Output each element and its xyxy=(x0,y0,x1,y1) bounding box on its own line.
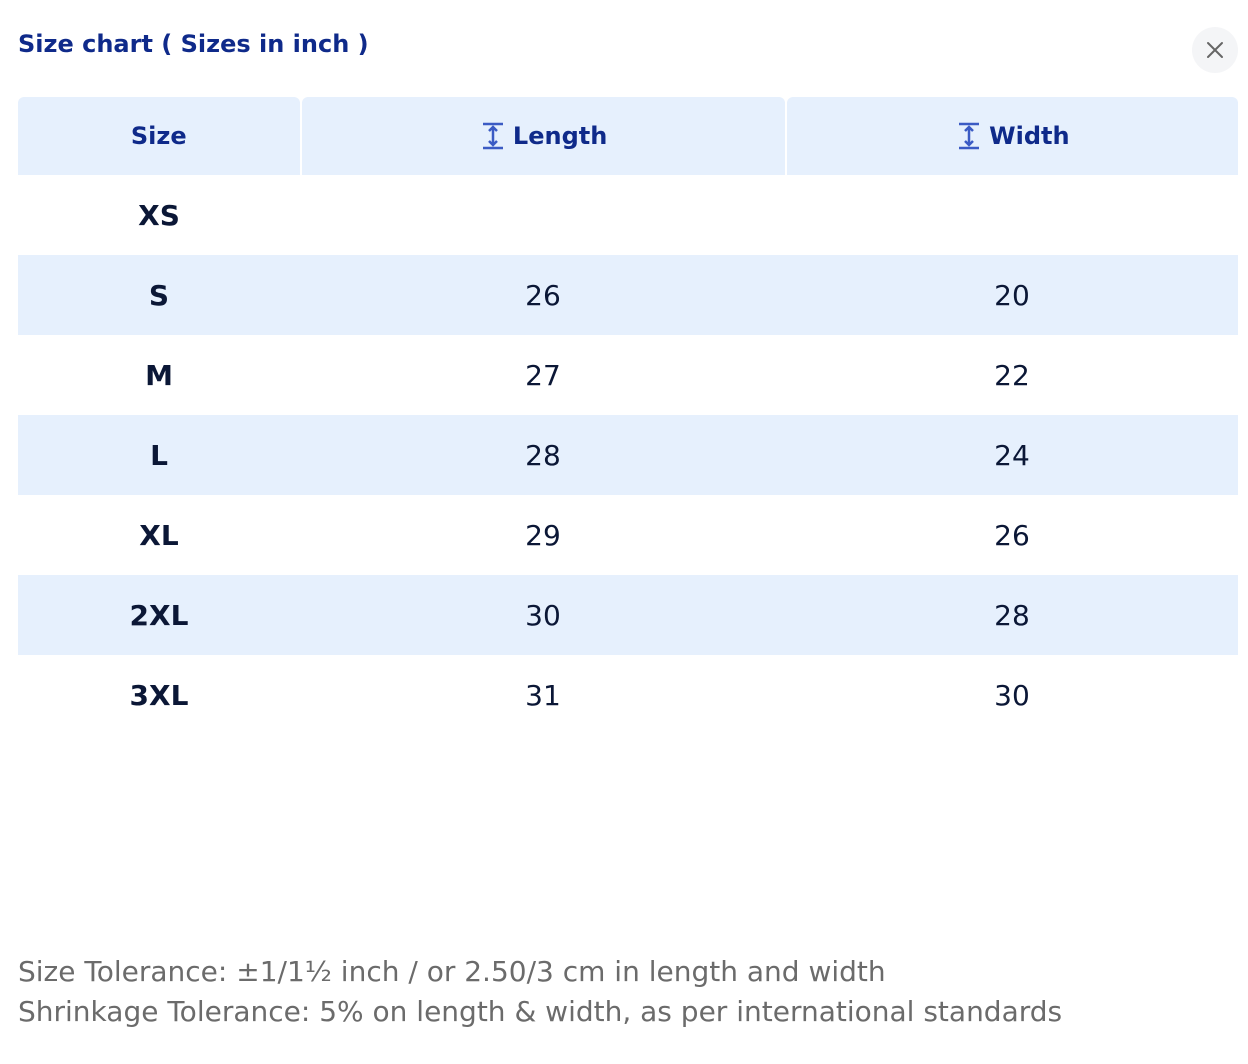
size-cell: S xyxy=(148,278,170,312)
modal-title: Size chart ( Sizes in inch ) xyxy=(18,30,369,58)
table-body: XS S 26 20 M 27 22 L 28 24 XL 29 26 2XL 30 28 3XL 31 30 xyxy=(18,175,1238,735)
size-table: Size Length Width XS S 26 20 M 27 22 L 28 24 XL 29 2… xyxy=(18,97,1238,735)
header-cell: Width xyxy=(786,97,1238,175)
table-row: M 27 22 xyxy=(18,335,1238,415)
header-cell: Length xyxy=(301,97,785,175)
measure-icon xyxy=(482,122,503,150)
table-row: 2XL 30 28 xyxy=(18,575,1238,655)
value-cell: 30 xyxy=(994,678,1030,712)
size-cell: 3XL xyxy=(129,678,189,712)
table-row: XS xyxy=(18,175,1238,255)
note: Size Tolerance: ±1/1½ inch / or 2.50/3 c… xyxy=(18,955,886,988)
value-cell: 28 xyxy=(525,438,561,472)
value-cell xyxy=(786,175,1238,255)
size-cell: 2XL xyxy=(129,598,189,632)
close-button[interactable] xyxy=(1192,27,1238,73)
value-cell: 27 xyxy=(525,358,561,392)
close-icon xyxy=(1207,42,1223,58)
table-row: 3XL 31 30 xyxy=(18,655,1238,735)
value-cell xyxy=(300,175,786,255)
value-cell: 20 xyxy=(994,278,1030,312)
value-cell: 31 xyxy=(525,678,561,712)
measure-icon xyxy=(959,122,980,150)
value-cell: 22 xyxy=(994,358,1030,392)
notes: Size Tolerance: ±1/1½ inch / or 2.50/3 c… xyxy=(18,952,1062,1032)
header-text: Width xyxy=(989,122,1070,150)
value-cell: 30 xyxy=(525,598,561,632)
table-row: L 28 24 xyxy=(18,415,1238,495)
note: Shrinkage Tolerance: 5% on length & widt… xyxy=(18,995,1063,1028)
value-cell: 29 xyxy=(525,518,561,552)
header-row: Size Length Width xyxy=(18,97,1238,175)
size-cell: L xyxy=(150,438,168,472)
size-cell: M xyxy=(145,358,173,392)
size-cell: XL xyxy=(139,518,179,552)
value-cell: 26 xyxy=(994,518,1030,552)
header-text: Length xyxy=(512,122,608,150)
table-row: S 26 20 xyxy=(18,255,1238,335)
value-cell: 24 xyxy=(994,438,1030,472)
header-cell: Size xyxy=(18,97,300,175)
value-cell: 28 xyxy=(994,598,1030,632)
header-text: Size xyxy=(130,122,187,150)
size-cell: XS xyxy=(138,198,180,232)
value-cell: 26 xyxy=(525,278,561,312)
table-row: XL 29 26 xyxy=(18,495,1238,575)
